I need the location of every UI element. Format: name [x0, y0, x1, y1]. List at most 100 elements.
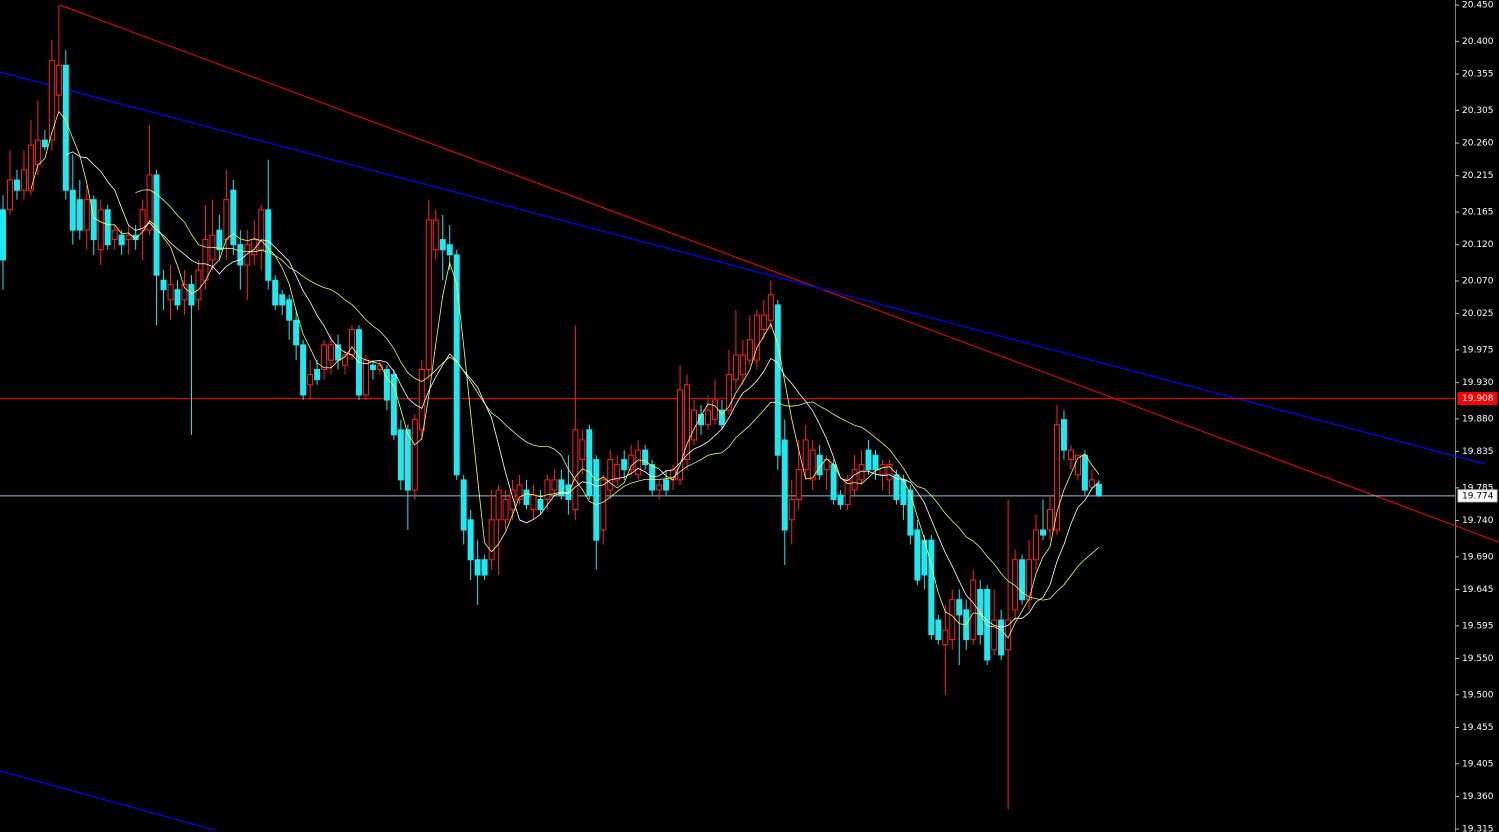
candle-body [104, 209, 111, 246]
y-tick-label: 19.645 [1462, 585, 1494, 595]
moving-average [135, 189, 1100, 601]
candle-body [34, 139, 41, 166]
candle-body [746, 339, 753, 361]
candle-body [907, 489, 914, 536]
candle-body [174, 289, 181, 306]
candle-body [188, 284, 195, 306]
candle-body [369, 364, 376, 371]
candle-body [935, 619, 942, 641]
candle-body [607, 459, 614, 491]
candle-body [614, 464, 621, 481]
candle-body [663, 479, 670, 491]
candle-body [251, 239, 258, 256]
candle-body [425, 219, 432, 371]
candle-body [397, 429, 404, 481]
candle-body [711, 399, 718, 421]
candle-body [767, 294, 774, 321]
candle-body [27, 144, 34, 191]
candle-body [418, 369, 425, 431]
candle-body [900, 479, 907, 506]
candle-body [202, 239, 209, 281]
y-tick-label: 19.785 [1462, 483, 1494, 493]
candle-body [237, 244, 244, 266]
candle-body [677, 389, 684, 481]
candle-body [865, 449, 872, 471]
candle-body [698, 414, 704, 426]
candle-body [1067, 449, 1074, 461]
candle-body [195, 269, 202, 301]
candle-body [118, 234, 125, 246]
moving-average [30, 110, 1100, 639]
candle-body [670, 469, 677, 481]
y-tick-label: 19.975 [1462, 345, 1494, 355]
candle-body [272, 279, 279, 306]
candle-body [349, 329, 355, 356]
candle-body [279, 294, 286, 306]
price-level-label: 19.774 [1462, 491, 1494, 501]
candle-body [781, 439, 788, 531]
trend-line [59, 4, 1499, 543]
candle-body [139, 209, 146, 231]
candle-body [502, 498, 509, 521]
candle-body [300, 344, 307, 396]
candle-body [216, 229, 223, 251]
candle-body [439, 239, 446, 251]
candle-body [362, 359, 369, 396]
candle-body [1033, 529, 1040, 561]
candle-body [41, 139, 48, 148]
candle-body [886, 464, 893, 481]
candle-body [1060, 419, 1067, 451]
candle-body [321, 344, 328, 371]
y-tick-label: 19.690 [1462, 552, 1494, 562]
y-tick-label: 20.260 [1462, 139, 1494, 149]
candle-body [0, 209, 6, 261]
y-tick-label: 20.025 [1462, 309, 1494, 319]
candle-body [286, 299, 293, 321]
candle-body [125, 234, 132, 241]
candle-body [495, 489, 502, 521]
candle-body [788, 498, 795, 521]
y-tick-label: 19.500 [1462, 690, 1494, 700]
candle-body [544, 479, 551, 500]
candle-body [816, 454, 823, 476]
candle-body [991, 619, 998, 651]
y-tick-label: 19.315 [1462, 825, 1494, 832]
candle-body [725, 374, 732, 411]
candle-body [830, 464, 837, 500]
candle-body [258, 209, 265, 251]
y-tick-label: 20.305 [1462, 106, 1494, 116]
candle-body [851, 469, 858, 491]
candle-body [328, 344, 335, 361]
candle-body [1040, 529, 1047, 536]
candle-body [684, 384, 691, 461]
candle-body [649, 464, 656, 491]
candle-body [181, 284, 188, 301]
y-tick-label: 20.165 [1462, 207, 1494, 217]
candle-body [1047, 509, 1053, 531]
y-tick-label: 20.400 [1462, 37, 1494, 47]
candle-body [732, 354, 739, 381]
candle-body [111, 229, 118, 241]
y-tick-label: 19.740 [1462, 516, 1494, 526]
y-tick-label: 19.455 [1462, 723, 1494, 733]
candle-body [516, 484, 523, 500]
candle-body [774, 304, 781, 456]
candle-body [460, 479, 467, 531]
candle-body [656, 484, 663, 491]
candle-body [230, 189, 237, 246]
candle-body [523, 489, 530, 506]
candle-body [160, 279, 167, 291]
candle-body [167, 284, 174, 301]
candles [0, 5, 1102, 810]
channel-line [0, 770, 216, 831]
candle-body [446, 244, 453, 256]
y-tick-label: 19.360 [1462, 792, 1494, 802]
candle-body [20, 169, 27, 191]
candle-body [802, 439, 809, 471]
y-tick-label: 19.835 [1462, 447, 1494, 457]
price-level-label: 19.908 [1462, 394, 1494, 404]
candle-body [488, 519, 495, 561]
candle-body [795, 469, 802, 500]
